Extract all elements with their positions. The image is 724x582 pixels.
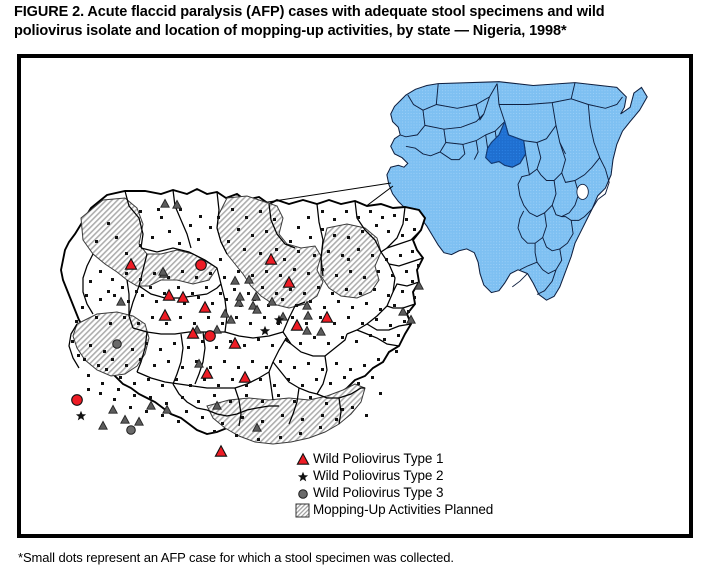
mopping-state-ne bbox=[320, 223, 382, 299]
legend-label-mopping-up: Mopping-Up Activities Planned bbox=[313, 502, 494, 517]
legend-label-type1: Wild Poliovirus Type 1 bbox=[313, 451, 444, 466]
nigeria-state-borders bbox=[68, 189, 424, 427]
mopping-up-states bbox=[72, 195, 382, 445]
legend-item-type1: Wild Poliovirus Type 1 bbox=[291, 450, 621, 467]
figure-frame: Wild Poliovirus Type 1 Wild Poliovirus T… bbox=[17, 54, 693, 538]
figure-frame-inner: Wild Poliovirus Type 1 Wild Poliovirus T… bbox=[21, 58, 689, 534]
legend-label-type3: Wild Poliovirus Type 3 bbox=[313, 485, 444, 500]
figure-title: FIGURE 2. Acute flaccid paralysis (AFP) … bbox=[14, 3, 714, 41]
gray-circle-icon bbox=[291, 484, 313, 501]
africa-outline bbox=[386, 81, 648, 301]
africa-country-borders bbox=[400, 82, 623, 295]
black-star-icon bbox=[291, 467, 313, 484]
mopping-state-w bbox=[72, 311, 150, 377]
legend-item-type3: Wild Poliovirus Type 3 bbox=[291, 484, 621, 501]
legend-icon-hatched-box bbox=[295, 503, 310, 518]
nigeria-states-map bbox=[60, 187, 427, 457]
afp-case-dots bbox=[71, 208, 420, 441]
figure-title-line2: poliovirus isolate and location of moppi… bbox=[14, 23, 567, 39]
legend-item-type2: Wild Poliovirus Type 2 bbox=[291, 467, 621, 484]
mopping-state-south bbox=[206, 383, 366, 445]
figure-footnote: *Small dots represent an AFP case for wh… bbox=[18, 550, 454, 565]
legend-item-mopping-up: Mopping-Up Activities Planned bbox=[291, 501, 621, 518]
legend-symbols bbox=[295, 453, 310, 518]
nigeria-highlight-inset bbox=[485, 119, 527, 168]
hatched-box-icon bbox=[291, 501, 313, 518]
africa-inset-map bbox=[386, 81, 648, 301]
figure-title-line1: FIGURE 2. Acute flaccid paralysis (AFP) … bbox=[14, 4, 605, 20]
mopping-state-nw bbox=[80, 197, 218, 287]
map-legend: Wild Poliovirus Type 1 Wild Poliovirus T… bbox=[291, 450, 621, 518]
map-canvas bbox=[60, 81, 648, 518]
legend-label-type2: Wild Poliovirus Type 2 bbox=[313, 468, 444, 483]
red-triangle-icon bbox=[291, 450, 313, 467]
